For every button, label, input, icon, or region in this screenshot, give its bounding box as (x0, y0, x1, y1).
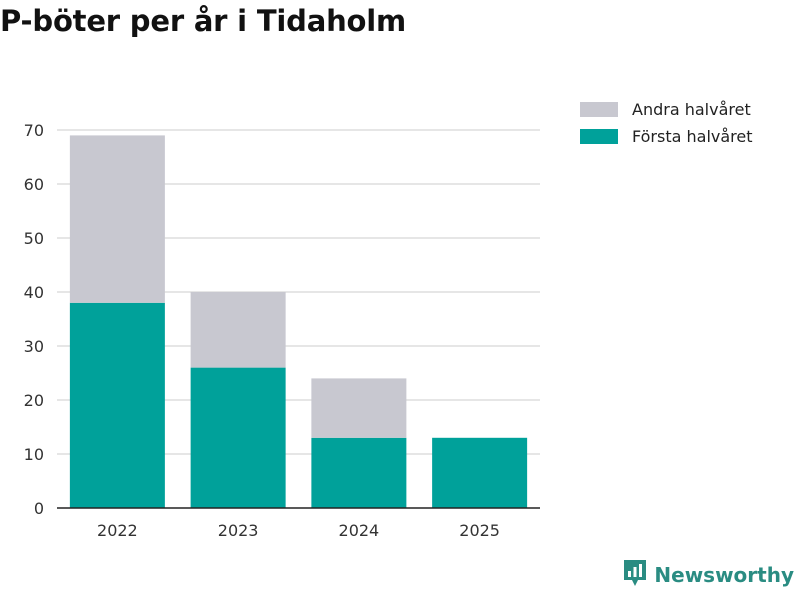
y-tick-label-30: 30 (24, 337, 44, 356)
brand-name: Newsworthy (654, 563, 794, 587)
newsworthy-logo-icon (622, 558, 648, 592)
bar-first-half-2022 (69, 302, 165, 508)
bar-second-half-2024 (311, 378, 407, 438)
y-tick-label-0: 0 (34, 499, 44, 518)
y-tick-label-20: 20 (24, 391, 44, 410)
x-tick-label-2025: 2025 (459, 521, 500, 540)
newsworthy-brand[interactable]: Newsworthy (622, 558, 794, 592)
y-tick-label-10: 10 (24, 445, 44, 464)
legend-label-first-half: Första halvåret (632, 127, 753, 146)
x-tick-label-2022: 2022 (97, 521, 138, 540)
bar-first-half-2024 (311, 437, 407, 508)
legend-swatch-second-half (580, 102, 618, 117)
legend-label-second-half: Andra halvåret (632, 100, 751, 119)
y-tick-label-40: 40 (24, 283, 44, 302)
y-tick-label-50: 50 (24, 229, 44, 248)
x-tick-label-2023: 2023 (218, 521, 259, 540)
y-tick-label-60: 60 (24, 175, 44, 194)
legend-swatch-first-half (580, 129, 618, 144)
bar-second-half-2023 (190, 292, 286, 368)
legend: Andra halvåret Första halvåret (580, 96, 753, 150)
x-tick-label-2024: 2024 (339, 521, 380, 540)
bar-first-half-2023 (190, 367, 286, 508)
legend-item-first-half[interactable]: Första halvåret (580, 123, 753, 150)
y-tick-label-70: 70 (24, 121, 44, 140)
chart-title: P-böter per år i Tidaholm (0, 4, 406, 38)
bar-second-half-2022 (69, 135, 165, 303)
legend-item-second-half[interactable]: Andra halvåret (580, 96, 753, 123)
bar-first-half-2025 (432, 437, 528, 508)
